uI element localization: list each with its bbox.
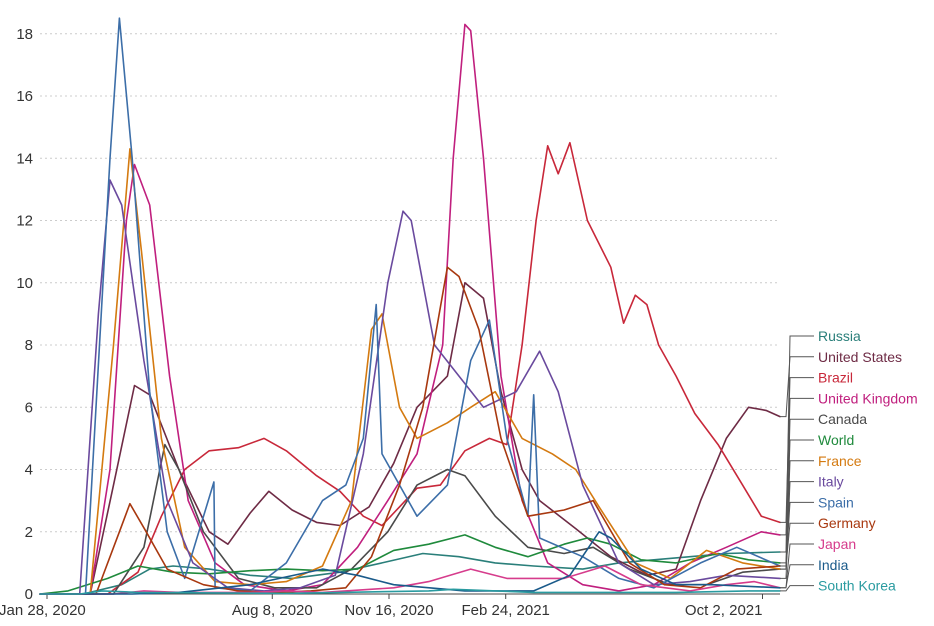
y-axis-tick-labels: 0 2 4 6 8 10 12 14 16 18 (16, 26, 33, 603)
y-tick-label: 16 (16, 88, 33, 105)
legend: Russia United States Brazil United Kingdom C… (780, 328, 918, 594)
y-tick-label: 8 (25, 337, 33, 354)
legend-label: Germany (818, 515, 876, 531)
y-tick-label: 12 (16, 213, 33, 230)
y-tick-label: 0 (25, 586, 33, 603)
legend-leader-line (780, 501, 814, 567)
series-line-france (39, 148, 781, 595)
series-line-world (39, 534, 781, 595)
legend-label: Japan (818, 536, 856, 552)
series-line-united-kingdom (39, 23, 781, 595)
y-tick-label: 6 (25, 399, 33, 416)
x-tick-label: Jan 28, 2020 (0, 602, 86, 619)
legend-label: South Korea (818, 578, 896, 594)
series-line-canada (39, 443, 781, 595)
x-axis-tick-labels: Jan 28, 2020 Aug 8, 2020 Nov 16, 2020 Feb 2… (0, 594, 763, 619)
legend-leader-line (780, 418, 814, 570)
gridlines (40, 33, 780, 595)
legend-leader-line (780, 481, 814, 579)
x-tick-label: Aug 8, 2020 (232, 602, 313, 619)
legend-label: Canada (818, 411, 867, 427)
x-tick-label: Oct 2, 2021 (685, 602, 763, 619)
legend-label: Brazil (818, 370, 853, 386)
legend-label: Spain (818, 494, 854, 510)
legend-label: United Kingdom (818, 390, 918, 406)
legend-label: France (818, 453, 862, 469)
series-line-south-korea (39, 588, 781, 595)
legend-leader-line (780, 397, 814, 536)
legend-leader-line (780, 335, 814, 553)
series-line-spain (39, 17, 781, 595)
series-line-germany (39, 266, 781, 595)
legend-leader-line (780, 522, 814, 567)
y-tick-label: 14 (16, 150, 33, 167)
legend-label: Italy (818, 474, 844, 490)
legend-leader-line (780, 356, 814, 418)
y-tick-label: 10 (16, 275, 33, 292)
legend-label: Russia (818, 328, 861, 344)
legend-label: India (818, 557, 849, 573)
series-line-brazil (39, 141, 781, 595)
legend-leader-line (780, 585, 814, 592)
x-tick-label: Feb 24, 2021 (462, 602, 550, 619)
series-line-italy (39, 179, 781, 595)
y-tick-label: 4 (25, 462, 33, 479)
legend-label: World (818, 432, 854, 448)
legend-leader-line (780, 460, 814, 570)
legend-label: United States (818, 349, 902, 365)
y-tick-label: 18 (16, 26, 33, 43)
y-tick-label: 2 (25, 524, 33, 541)
legend-leader-line (780, 564, 814, 589)
x-tick-label: Nov 16, 2020 (344, 602, 433, 619)
series-lines (39, 17, 781, 595)
legend-leader-line (780, 377, 814, 523)
